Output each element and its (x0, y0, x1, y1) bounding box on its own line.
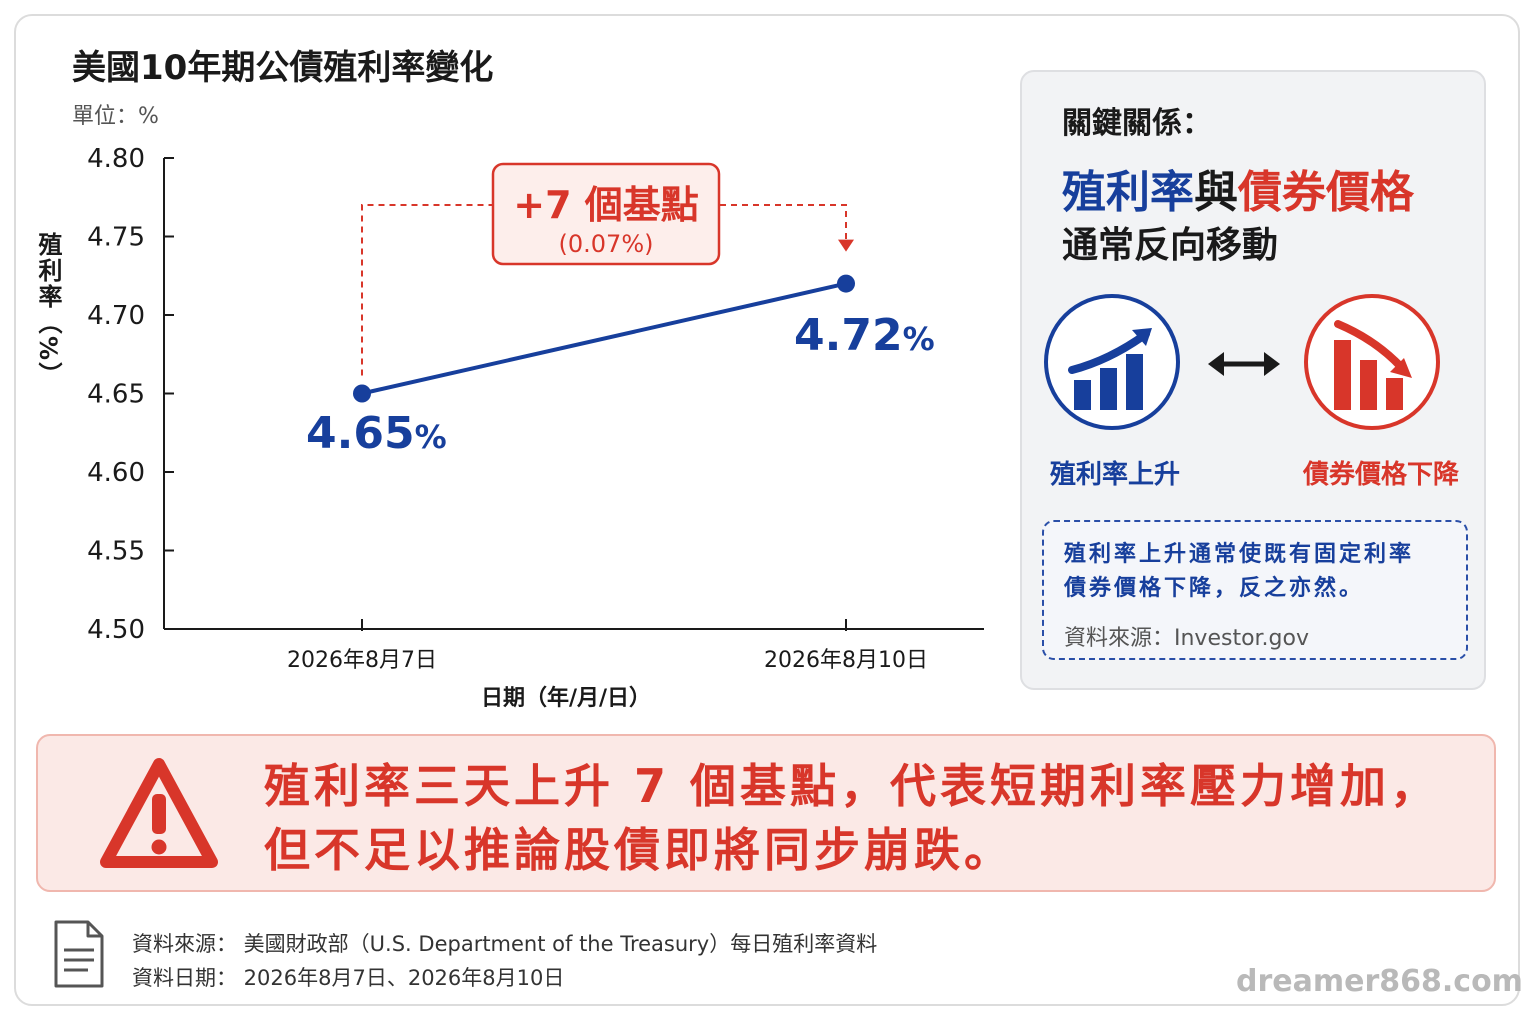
annotation-bracket-left (361, 204, 494, 376)
and-word: 與 (1194, 167, 1238, 218)
caption-yield-up: 殖利率上升 (1049, 460, 1180, 490)
note-line-2: 債券價格下降，反之亦然。 (1064, 576, 1365, 601)
yield-series: 4.65% 4.72% (306, 274, 935, 459)
yield-line-chart: 4.80 4.75 4.70 4.65 4.60 4.55 4.50 殖利率（%） 2026年… (34, 144, 984, 711)
warning-line-2: 但不足以推論股債即將同步崩跌。 (264, 823, 1014, 877)
warning-line-1: 殖利率三天上升 7 個基點，代表短期利率壓力增加， (264, 759, 1441, 813)
y-tick-label: 4.80 (87, 144, 145, 174)
series-line (361, 281, 847, 396)
caption-bond-down: 債券價格下降 (1302, 460, 1459, 490)
warning-text: 殖利率三天上升 7 個基點，代表短期利率壓力增加， 但不足以推論股債即將同步崩跌… (264, 754, 1440, 882)
note-line-1: 殖利率上升通常使既有固定利率 (1064, 542, 1415, 567)
bp-annotation: +7 個基點 (0.07%) (361, 162, 854, 376)
note-text: 殖利率上升通常使既有固定利率 債券價格下降，反之亦然。 (1064, 538, 1464, 606)
bar-chart-up-icon (1044, 294, 1180, 430)
footer-date: 資料日期： 2026年8月7日、2026年8月10日 (132, 966, 565, 990)
y-tick-label: 4.65 (87, 380, 145, 410)
annotation-sub-label: (0.07%) (559, 230, 654, 258)
chart-title: 美國10年期公債殖利率變化 (72, 48, 494, 88)
watermark: dreamer868.com (1236, 964, 1523, 999)
warning-banner: 殖利率三天上升 7 個基點，代表短期利率壓力增加， 但不足以推論股債即將同步崩跌… (36, 734, 1496, 892)
data-label: 4.72% (794, 310, 935, 361)
unit-label: 單位：% (72, 104, 159, 129)
panel-heading: 關鍵關係： (1062, 106, 1212, 141)
note-source: 資料來源：Investor.gov (1064, 626, 1309, 651)
bond-price-word: 債券價格 (1238, 167, 1414, 218)
y-tick-label: 4.75 (87, 223, 145, 253)
panel-relationship-title: 殖利率與債券價格 (1062, 156, 1414, 220)
y-axis: 4.80 4.75 4.70 4.65 4.60 4.55 4.50 殖利率（%） (34, 144, 174, 645)
annotation-arrowhead (838, 239, 854, 252)
bar-chart-down-icon (1304, 294, 1440, 430)
y-tick-label: 4.70 (87, 301, 145, 331)
yield-word: 殖利率 (1062, 167, 1194, 218)
warning-triangle-icon (100, 758, 218, 868)
x-tick-label: 2026年8月7日 (287, 648, 437, 673)
y-tick-label: 4.60 (87, 458, 145, 488)
panel-relationship-subtitle: 通常反向移動 (1062, 225, 1279, 266)
relationship-panel: 關鍵關係： 殖利率與債券價格 通常反向移動 殖利率上升 債券價格下降 殖利率上升… (1020, 70, 1486, 690)
data-point (837, 274, 855, 293)
swap-arrow-icon (1208, 352, 1280, 376)
y-axis-label: 殖利率（%） (34, 232, 62, 388)
x-tick-label: 2026年8月10日 (764, 648, 928, 673)
document-icon (54, 920, 104, 988)
data-point (353, 384, 371, 403)
annotation-box (491, 162, 721, 266)
data-label: 4.65% (306, 408, 447, 459)
y-tick-label: 4.50 (87, 615, 145, 645)
y-tick-label: 4.55 (87, 537, 145, 567)
footer-source: 資料來源： 美國財政部（U.S. Department of the Treas… (132, 932, 878, 956)
x-axis-label: 日期（年/月/日） (481, 685, 651, 711)
annotation-main-label: +7 個基點 (513, 183, 699, 227)
annotation-bracket-right (720, 204, 847, 242)
relationship-note: 殖利率上升通常使既有固定利率 債券價格下降，反之亦然。 資料來源：Investo… (1042, 520, 1468, 660)
